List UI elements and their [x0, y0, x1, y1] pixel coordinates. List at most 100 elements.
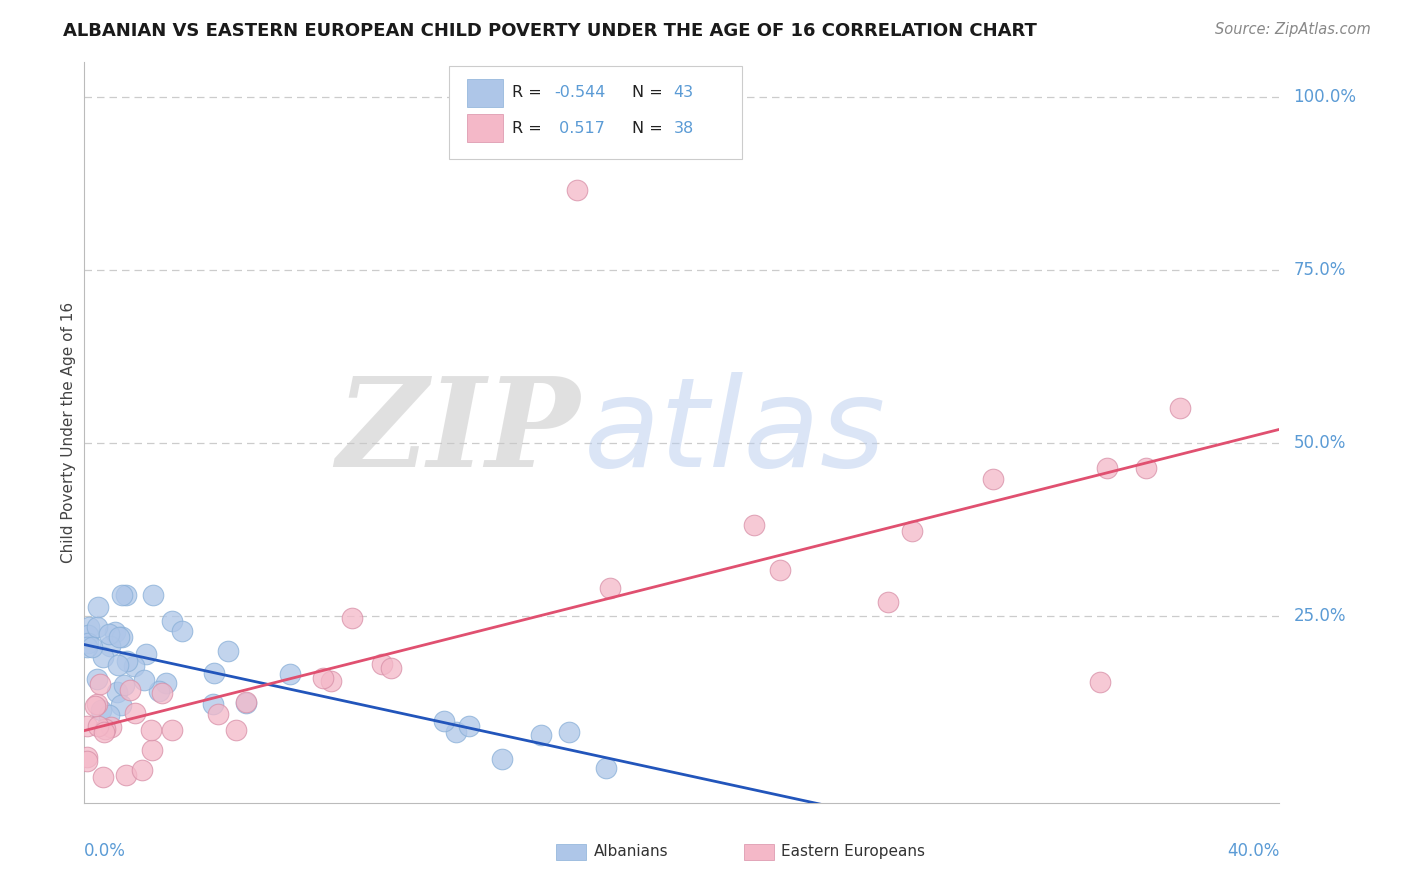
Point	[76, 750, 98, 764]
Point	[340, 611, 363, 625]
Point	[86, 698, 108, 712]
Point	[77, 628, 100, 642]
Point	[108, 631, 131, 645]
Text: R =: R =	[512, 120, 547, 136]
Point	[217, 643, 239, 657]
Point	[124, 706, 146, 720]
FancyBboxPatch shape	[467, 78, 503, 107]
Point	[93, 725, 115, 739]
Point	[207, 706, 229, 721]
Point	[93, 770, 115, 784]
Text: 40.0%: 40.0%	[1227, 842, 1279, 860]
Point	[142, 588, 165, 602]
FancyBboxPatch shape	[557, 844, 586, 860]
Point	[433, 714, 456, 728]
Text: N =: N =	[631, 86, 668, 100]
Point	[1135, 461, 1157, 475]
Point	[312, 672, 335, 686]
FancyBboxPatch shape	[467, 114, 503, 143]
Text: 43: 43	[673, 86, 693, 100]
Point	[98, 626, 121, 640]
Point	[115, 767, 138, 781]
Point	[115, 588, 138, 602]
Point	[80, 640, 103, 654]
Point	[86, 620, 108, 634]
Point	[132, 673, 155, 687]
Text: N =: N =	[631, 120, 668, 136]
Text: 0.517: 0.517	[554, 120, 605, 136]
Point	[202, 666, 225, 681]
Point	[530, 728, 553, 742]
Point	[94, 722, 117, 736]
Text: -0.544: -0.544	[554, 86, 606, 100]
FancyBboxPatch shape	[449, 66, 742, 159]
Point	[235, 695, 257, 709]
Point	[567, 184, 589, 198]
Point	[148, 683, 170, 698]
Text: ALBANIAN VS EASTERN EUROPEAN CHILD POVERTY UNDER THE AGE OF 16 CORRELATION CHART: ALBANIAN VS EASTERN EUROPEAN CHILD POVER…	[63, 22, 1038, 40]
Point	[77, 636, 100, 650]
Point	[558, 725, 581, 739]
Text: Eastern Europeans: Eastern Europeans	[782, 844, 925, 859]
Point	[370, 657, 392, 671]
Point	[595, 761, 617, 775]
Point	[877, 595, 900, 609]
Point	[141, 743, 163, 757]
Point	[458, 719, 481, 733]
Point	[86, 719, 108, 733]
Point	[769, 563, 792, 577]
Point	[115, 654, 138, 668]
Point	[380, 661, 402, 675]
Text: atlas: atlas	[583, 372, 886, 493]
Text: 75.0%: 75.0%	[1294, 261, 1346, 279]
Point	[97, 708, 120, 723]
Point	[491, 752, 513, 766]
Text: R =: R =	[512, 86, 547, 100]
Point	[172, 624, 194, 639]
Point	[981, 472, 1004, 486]
FancyBboxPatch shape	[744, 844, 773, 860]
Point	[122, 658, 145, 673]
Point	[91, 649, 114, 664]
Point	[900, 524, 922, 538]
Point	[131, 763, 153, 777]
Point	[150, 686, 173, 700]
Point	[141, 723, 163, 738]
Text: Source: ZipAtlas.com: Source: ZipAtlas.com	[1215, 22, 1371, 37]
Point	[86, 672, 108, 686]
Text: Albanians: Albanians	[593, 844, 668, 859]
Point	[111, 588, 134, 602]
Point	[110, 698, 132, 713]
Point	[107, 657, 129, 672]
Text: 38: 38	[673, 120, 693, 136]
Point	[446, 725, 468, 739]
Point	[134, 647, 156, 661]
Point	[77, 620, 100, 634]
Point	[202, 697, 225, 711]
Point	[84, 699, 107, 714]
Point	[321, 674, 343, 689]
Point	[599, 582, 621, 596]
Point	[111, 630, 134, 644]
Text: 100.0%: 100.0%	[1294, 88, 1357, 106]
Point	[76, 754, 98, 768]
Point	[235, 696, 257, 710]
Point	[76, 640, 98, 654]
Point	[225, 723, 247, 738]
Point	[120, 682, 142, 697]
Point	[87, 599, 110, 614]
Text: 25.0%: 25.0%	[1294, 607, 1346, 625]
Point	[76, 719, 98, 733]
Text: 0.0%: 0.0%	[84, 842, 127, 860]
Text: 50.0%: 50.0%	[1294, 434, 1346, 452]
Point	[105, 685, 128, 699]
Point	[160, 614, 183, 628]
Point	[104, 625, 127, 640]
Point	[278, 666, 301, 681]
Point	[1095, 461, 1118, 475]
Point	[1090, 674, 1112, 689]
Point	[1168, 401, 1191, 416]
Text: ZIP: ZIP	[336, 372, 581, 493]
Point	[100, 720, 122, 734]
Point	[89, 677, 111, 691]
